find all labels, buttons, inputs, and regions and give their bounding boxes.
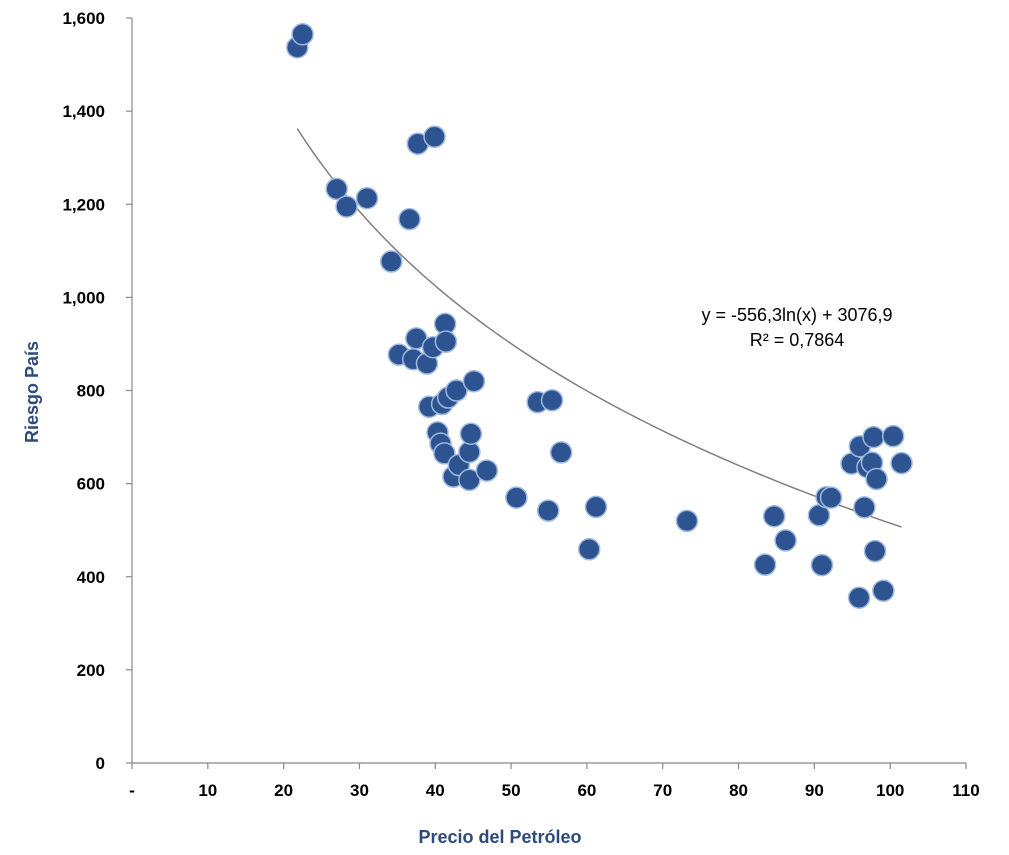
data-point bbox=[462, 369, 486, 393]
data-point bbox=[774, 529, 797, 552]
y-tick-label: 600 bbox=[77, 475, 105, 494]
data-point bbox=[863, 539, 887, 563]
y-tick-label: 1,200 bbox=[62, 195, 105, 214]
data-points-layer bbox=[286, 23, 913, 609]
y-tick-label: 1,600 bbox=[62, 9, 105, 28]
y-tick-label: 400 bbox=[77, 568, 105, 587]
data-point bbox=[865, 467, 888, 491]
trendline bbox=[296, 128, 902, 528]
data-point bbox=[847, 586, 871, 609]
data-point bbox=[549, 441, 573, 464]
data-point bbox=[291, 23, 314, 46]
data-point bbox=[753, 553, 777, 576]
data-point bbox=[398, 207, 421, 231]
data-point bbox=[584, 495, 608, 519]
x-tick-label: 90 bbox=[805, 781, 824, 800]
x-tick-label: 70 bbox=[653, 781, 672, 800]
data-point bbox=[380, 250, 403, 273]
data-point bbox=[762, 504, 786, 528]
x-tick-label: 60 bbox=[577, 781, 596, 800]
y-axis-ticks: 0 200 400 600 800 1,000 1,200 1,400 1,600 bbox=[62, 9, 132, 773]
data-point bbox=[540, 389, 564, 412]
y-axis-title: Riesgo País bbox=[22, 341, 42, 443]
x-tick-label: 80 bbox=[729, 781, 748, 800]
data-point bbox=[853, 496, 876, 519]
x-tick-label: 50 bbox=[502, 781, 521, 800]
data-point bbox=[445, 379, 468, 402]
data-point bbox=[459, 422, 483, 446]
data-point bbox=[325, 177, 348, 201]
y-tick-label: 1,400 bbox=[62, 102, 105, 121]
trendline-r-squared: R² = 0,7864 bbox=[750, 330, 845, 350]
x-tick-label: 10 bbox=[198, 781, 217, 800]
x-axis-ticks: - 10 20 30 40 50 60 70 80 90 100 110 bbox=[129, 763, 980, 800]
data-point bbox=[475, 459, 499, 482]
data-point bbox=[434, 330, 458, 353]
x-tick-label: 20 bbox=[274, 781, 293, 800]
x-tick-label: - bbox=[129, 781, 135, 800]
trendline-equation: y = -556,3ln(x) + 3076,9 bbox=[701, 305, 892, 325]
data-point bbox=[862, 425, 885, 449]
data-point bbox=[890, 451, 913, 475]
data-point bbox=[881, 424, 905, 448]
data-point bbox=[675, 509, 699, 533]
y-tick-label: 0 bbox=[96, 754, 105, 773]
x-tick-label: 40 bbox=[426, 781, 445, 800]
data-point bbox=[458, 468, 481, 492]
data-point bbox=[355, 186, 379, 210]
trendline-layer bbox=[296, 128, 902, 528]
x-tick-label: 30 bbox=[350, 781, 369, 800]
data-point bbox=[810, 553, 834, 577]
data-point bbox=[577, 538, 601, 561]
data-point bbox=[423, 125, 446, 148]
y-tick-label: 1,000 bbox=[62, 288, 105, 307]
y-tick-label: 800 bbox=[77, 382, 105, 401]
data-point bbox=[335, 195, 358, 218]
y-tick-label: 200 bbox=[77, 661, 105, 680]
x-tick-label: 110 bbox=[952, 781, 979, 800]
data-point bbox=[819, 486, 843, 509]
data-point bbox=[536, 499, 560, 522]
x-tick-label: 100 bbox=[876, 781, 904, 800]
data-point bbox=[872, 579, 895, 602]
x-axis-title: Precio del Petróleo bbox=[418, 827, 581, 847]
data-point bbox=[505, 486, 528, 509]
